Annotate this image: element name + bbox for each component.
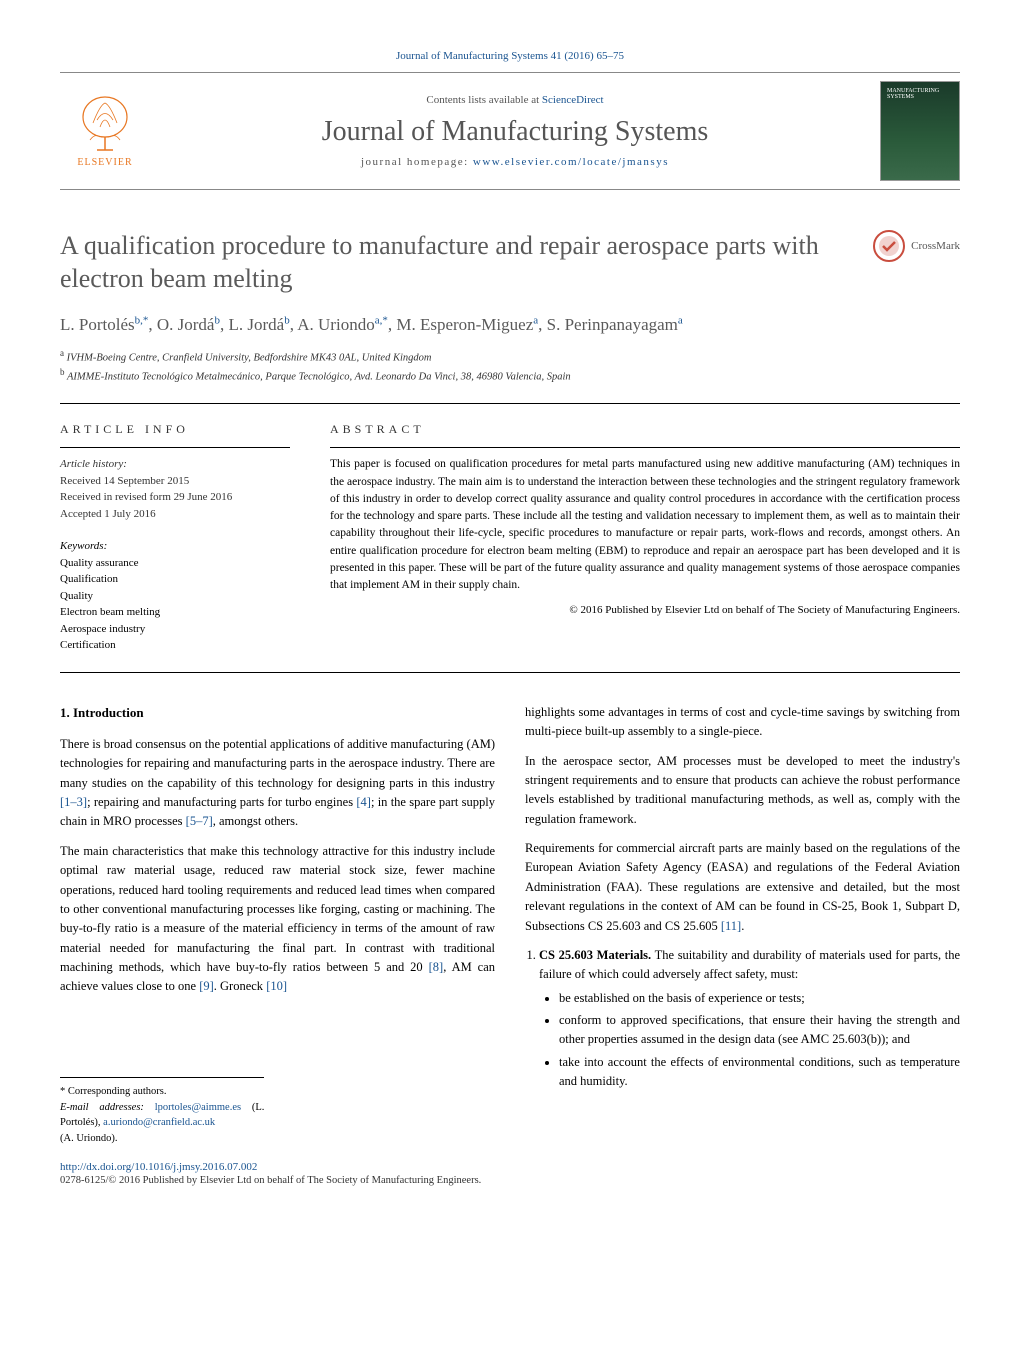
journal-homepage: journal homepage: www.elsevier.com/locat… [165,156,865,168]
abstract-copyright: © 2016 Published by Elsevier Ltd on beha… [330,604,960,616]
received-date: Received 14 September 2015 [60,473,290,490]
keyword: Qualification [60,571,290,588]
intro-p1: There is broad consensus on the potentia… [60,735,495,832]
article-title: A qualification procedure to manufacture… [60,230,853,295]
article-info-column: article info Article history: Received 1… [60,422,290,654]
keyword: Aerospace industry [60,621,290,638]
intro-p4: In the aerospace sector, AM processes mu… [525,752,960,830]
sciencedirect-link[interactable]: ScienceDirect [542,94,604,106]
reg-sub-item: be established on the basis of experienc… [559,989,960,1008]
accepted-date: Accepted 1 July 2016 [60,506,290,523]
ref-link[interactable]: [8] [429,960,444,974]
regulation-list: CS 25.603 Materials. The suitability and… [525,946,960,1092]
divider [60,403,960,404]
elsevier-tree-icon [75,95,135,155]
crossmark-icon [873,230,905,262]
corresponding-note: * Corresponding authors. [60,1084,264,1100]
keywords-label: Keywords: [60,538,290,555]
keyword: Quality [60,588,290,605]
ref-link[interactable]: [1–3] [60,795,87,809]
elsevier-logo: ELSEVIER [60,86,150,176]
journal-ref-link[interactable]: Journal of Manufacturing Systems 41 (201… [396,50,624,62]
reg-sub-item: take into account the effects of environ… [559,1053,960,1092]
ref-link[interactable]: [11] [721,919,741,933]
revised-date: Received in revised form 29 June 2016 [60,489,290,506]
journal-cover-thumb: MANUFACTURING SYSTEMS [880,81,960,181]
contents-line: Contents lists available at ScienceDirec… [165,94,865,106]
abstract-header: abstract [330,422,960,437]
abstract-column: abstract This paper is focused on qualif… [330,422,960,654]
elsevier-label: ELSEVIER [77,157,132,168]
copyright-footer: 0278-6125/© 2016 Published by Elsevier L… [60,1175,960,1186]
abstract-text: This paper is focused on qualification p… [330,456,960,594]
crossmark-badge[interactable]: CrossMark [873,230,960,262]
crossmark-label: CrossMark [911,240,960,252]
email-link[interactable]: lportoles@aimme.es [155,1102,241,1113]
affiliation-b: b AIMME-Instituto Tecnológico Metalmecán… [60,366,960,385]
ref-link[interactable]: [10] [266,979,287,993]
email-link[interactable]: a.uriondo@cranfield.ac.uk [103,1117,215,1128]
article-info-header: article info [60,422,290,437]
email-line: E-mail addresses: lportoles@aimme.es (L.… [60,1100,264,1147]
ref-link[interactable]: [9] [199,979,214,993]
affiliation-a: a IVHM-Boeing Centre, Cranfield Universi… [60,347,960,366]
keyword: Certification [60,637,290,654]
doi-link[interactable]: http://dx.doi.org/10.1016/j.jmsy.2016.07… [60,1161,257,1173]
intro-heading: 1. Introduction [60,703,495,723]
divider [60,672,960,673]
keyword: Quality assurance [60,555,290,572]
reg-sub-item: conform to approved specifications, that… [559,1011,960,1050]
journal-header: ELSEVIER Contents lists available at Sci… [60,72,960,190]
journal-name: Journal of Manufacturing Systems [165,116,865,148]
journal-reference: Journal of Manufacturing Systems 41 (201… [60,50,960,62]
authors-line: L. Portolésb,*, O. Jordáb, L. Jordáb, A.… [60,313,960,337]
affiliations: a IVHM-Boeing Centre, Cranfield Universi… [60,347,960,386]
reg-item-1: CS 25.603 Materials. The suitability and… [539,946,960,1092]
ref-link[interactable]: [5–7] [186,814,213,828]
intro-p2: The main characteristics that make this … [60,842,495,997]
right-column: highlights some advantages in terms of c… [525,703,960,1147]
doi-line: http://dx.doi.org/10.1016/j.jmsy.2016.07… [60,1161,960,1173]
keyword: Electron beam melting [60,604,290,621]
left-column: 1. Introduction There is broad consensus… [60,703,495,1147]
intro-p3: highlights some advantages in terms of c… [525,703,960,742]
intro-p5: Requirements for commercial aircraft par… [525,839,960,936]
homepage-link[interactable]: www.elsevier.com/locate/jmansys [473,156,669,168]
ref-link[interactable]: [4] [356,795,371,809]
history-label: Article history: [60,456,290,473]
footnotes: * Corresponding authors. E-mail addresse… [60,1077,264,1147]
